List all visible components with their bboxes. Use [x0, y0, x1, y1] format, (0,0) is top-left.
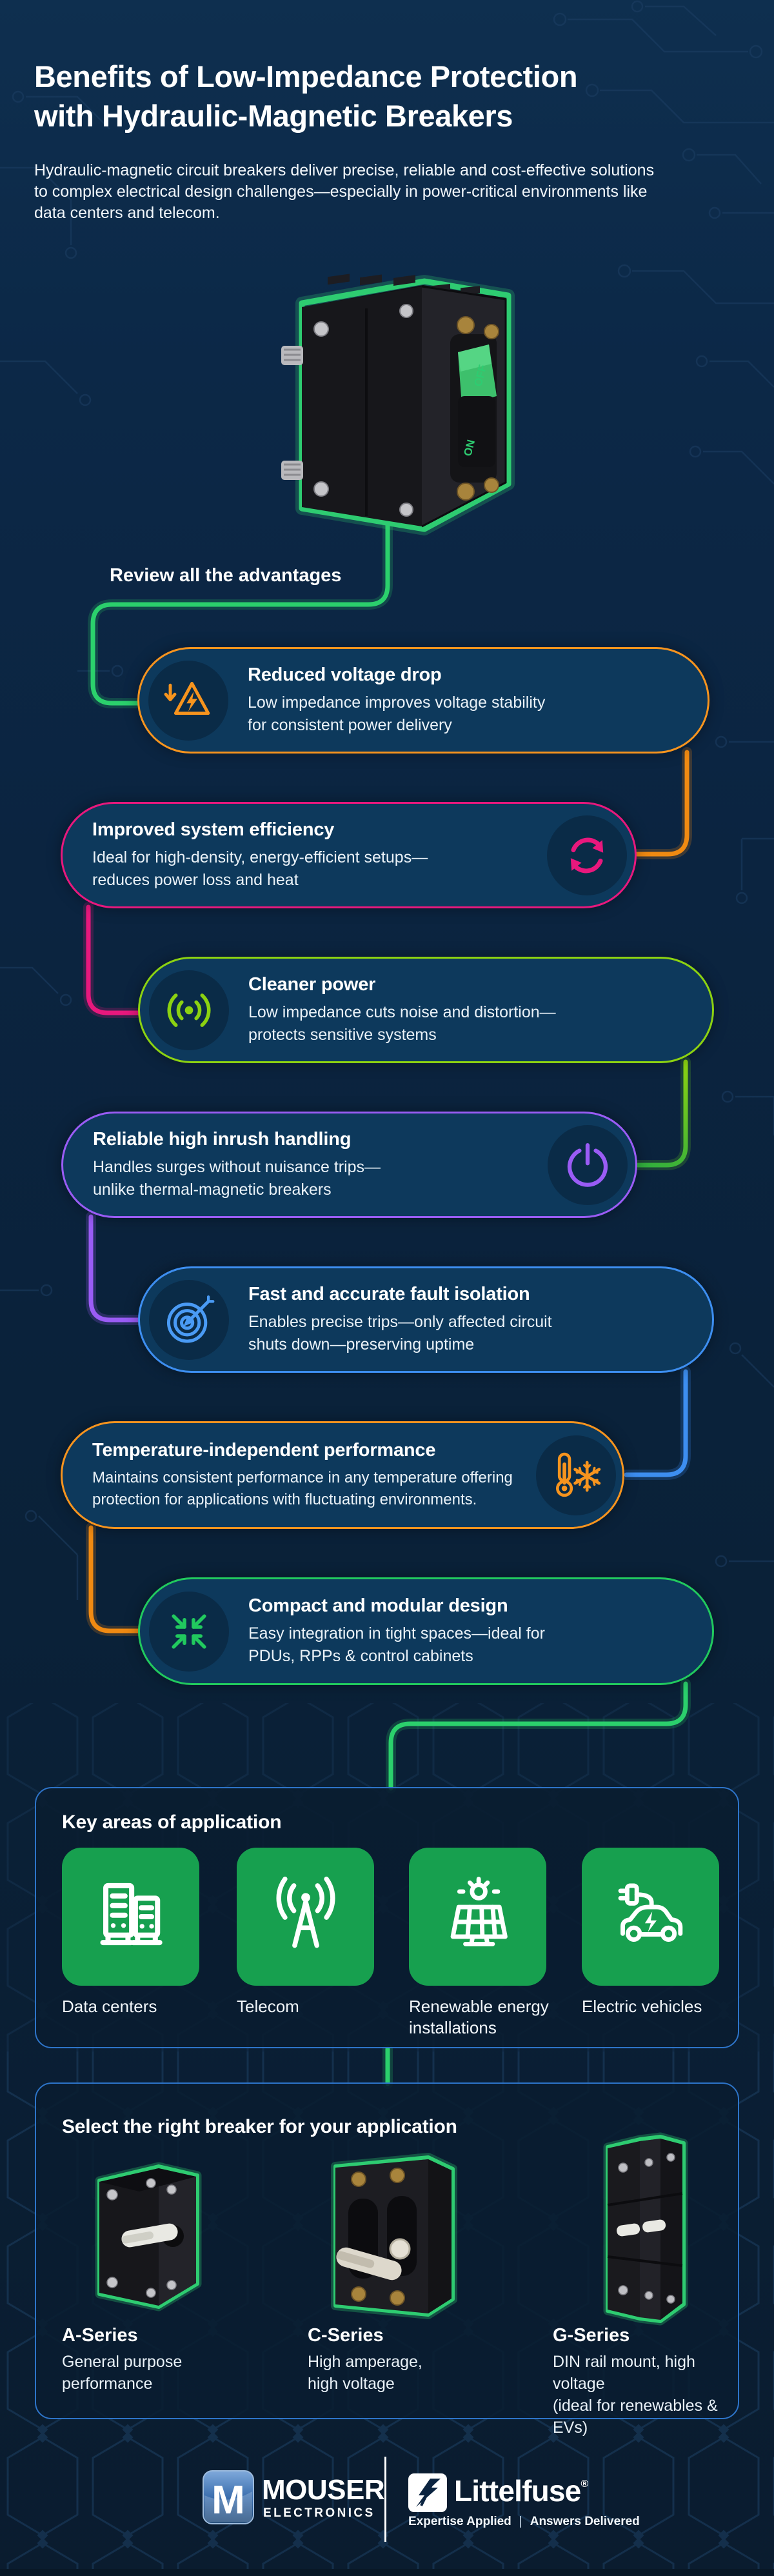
card-desc: Handles surges without nuisance trips— u… — [93, 1157, 381, 1199]
telecom-icon — [276, 1876, 335, 1948]
card-title: Cleaner power — [248, 973, 376, 995]
registered-mark: ® — [580, 2479, 589, 2490]
page-title: Benefits of Low-Impedance Protection wit… — [34, 59, 578, 133]
mouser-electronics-label: ELECTRONICS — [263, 2506, 375, 2520]
series-name-c: C-Series — [308, 2325, 384, 2346]
solar-panel-icon — [450, 1877, 508, 1946]
benefit-card-cleaner-power: Cleaner power Low impedance cuts noise a… — [138, 957, 714, 1063]
card-desc: Easy integration in tight spaces—ideal f… — [248, 1624, 545, 1665]
card-title: Temperature-independent performance — [92, 1439, 436, 1461]
mouser-wordmark: MOUSER — [262, 2474, 385, 2506]
target-icon — [149, 1279, 229, 1360]
application-tile-renewable-energy — [409, 1848, 546, 1986]
littelfuse-tagline: Expertise Applied | Answers Delivered — [408, 2515, 640, 2528]
card-title: Compact and modular design — [248, 1595, 508, 1616]
benefit-card-improved-system-efficiency: Improved system efficiency Ideal for hig… — [61, 802, 637, 908]
card-desc: Ideal for high-density, energy-efficient… — [92, 848, 428, 889]
applications-title: Key areas of application — [62, 1812, 282, 1833]
application-label: Telecom — [237, 1997, 299, 2016]
electric-vehicle-icon — [618, 1883, 682, 1942]
intro-text: Hydraulic-magnetic circuit breakers deli… — [34, 161, 655, 222]
compress-icon — [149, 1591, 229, 1672]
application-tile-electric-vehicles — [582, 1848, 719, 1986]
series-desc-g: DIN rail mount, high voltage (ideal for … — [553, 2353, 718, 2437]
footer-divider — [384, 2457, 386, 2542]
card-title: Reliable high inrush handling — [93, 1128, 352, 1150]
power-icon — [548, 1124, 628, 1205]
breaker-selection-title: Select the right breaker for your applic… — [62, 2116, 457, 2137]
voltage-drop-icon — [148, 660, 228, 741]
g-series-breaker-image — [603, 2132, 688, 2326]
series-desc-c: High amperage, high voltage — [308, 2353, 422, 2393]
benefit-card-fast-accurate-fault-isolation: Fast and accurate fault isolation Enable… — [138, 1266, 714, 1373]
application-tile-telecom — [237, 1848, 374, 1986]
data-centers-icon — [99, 1882, 163, 1946]
card-desc: Low impedance improves voltage stability… — [248, 693, 546, 734]
card-desc: Low impedance cuts noise and distortion—… — [248, 1003, 556, 1044]
breaker-selection-panel: Select the right breaker for your applic… — [35, 2082, 739, 2437]
mouser-monogram: M — [212, 2478, 245, 2522]
benefit-card-temperature-independent-performance: Temperature-independent performance Main… — [61, 1421, 624, 1529]
card-desc: Enables precise trips—only affected circ… — [248, 1312, 552, 1353]
benefit-card-compact-modular-design: Compact and modular design Easy integrat… — [138, 1577, 714, 1685]
series-name-g: G-Series — [553, 2325, 630, 2346]
card-title: Improved system efficiency — [92, 819, 335, 840]
mouser-logo-mark: M — [203, 2470, 254, 2524]
series-desc-a: General purpose performance — [62, 2353, 183, 2393]
card-title: Fast and accurate fault isolation — [248, 1283, 530, 1304]
application-label: Renewable energy installations — [409, 1997, 549, 2037]
c-series-breaker-image — [331, 2153, 457, 2319]
littelfuse-logo-mark — [408, 2473, 447, 2512]
benefit-card-reduced-voltage-drop: Reduced voltage drop Low impedance impro… — [137, 647, 710, 754]
application-label: Electric vehicles — [582, 1997, 702, 2016]
tagline-separator: | — [519, 2515, 522, 2528]
temperature-icon — [536, 1435, 616, 1515]
hero-caption: Review all the advantages — [110, 565, 342, 586]
refresh-icon — [547, 815, 627, 895]
application-tile-data-centers — [62, 1848, 199, 1986]
footer: M MOUSER ELECTRONICS Littelfuse® Experti… — [0, 2419, 774, 2576]
applications-panel: Key areas of application — [35, 1787, 739, 2048]
a-series-breaker-image — [95, 2162, 202, 2311]
card-desc: Maintains consistent performance in any … — [92, 1468, 513, 1508]
littelfuse-wordmark: Littelfuse® — [454, 2474, 589, 2508]
application-label: Data centers — [62, 1997, 157, 2016]
card-title: Reduced voltage drop — [248, 664, 442, 685]
series-name-a: A-Series — [62, 2325, 138, 2346]
signal-icon — [149, 970, 229, 1050]
benefit-card-reliable-high-inrush-handling: Reliable high inrush handling Handles su… — [61, 1112, 637, 1218]
hero-breaker-image: OFF ON — [281, 274, 515, 535]
